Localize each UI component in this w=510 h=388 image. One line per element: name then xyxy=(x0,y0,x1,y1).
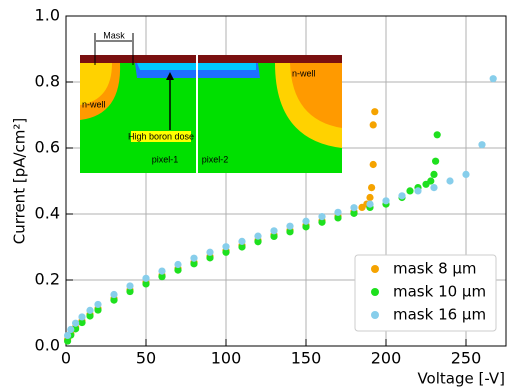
point xyxy=(369,121,377,129)
point xyxy=(318,218,326,226)
y-tick-label: 0.8 xyxy=(35,72,60,91)
y-tick-label: 1.0 xyxy=(35,6,60,25)
inset-nwell-core xyxy=(80,63,112,105)
point xyxy=(478,141,486,149)
legend-box xyxy=(354,254,497,332)
y-axis-label: Current [pA/cm²] xyxy=(11,118,29,245)
y-tick-label: 0.6 xyxy=(35,138,60,157)
point xyxy=(270,232,278,241)
point xyxy=(446,177,454,185)
inset-label: pixel-1 xyxy=(152,154,179,164)
x-tick-label: 200 xyxy=(371,349,402,368)
point xyxy=(206,254,214,262)
inset-oxide xyxy=(80,55,342,63)
legend-label: mask 10 μm xyxy=(393,283,486,301)
point xyxy=(369,160,377,169)
point xyxy=(366,200,374,208)
point xyxy=(126,287,134,296)
point xyxy=(302,223,310,231)
y-tick-label: 0.2 xyxy=(35,270,60,289)
point xyxy=(406,187,414,195)
point xyxy=(222,248,230,256)
inset-label: n-well xyxy=(292,68,316,78)
point xyxy=(430,184,438,192)
point xyxy=(86,312,94,320)
point xyxy=(414,187,422,195)
point xyxy=(270,227,278,235)
x-tick-label: 0 xyxy=(61,349,71,368)
point xyxy=(334,208,342,216)
point xyxy=(382,197,390,205)
x-tick-label: 50 xyxy=(136,349,156,368)
point xyxy=(126,282,134,290)
point xyxy=(64,337,72,345)
point xyxy=(254,238,262,246)
point xyxy=(190,260,198,268)
point xyxy=(238,237,246,245)
inset-arrowhead xyxy=(166,72,174,80)
point xyxy=(110,290,118,299)
inset-label: High boron dose xyxy=(128,131,194,141)
point xyxy=(190,254,198,262)
legend-marker xyxy=(371,288,379,296)
point xyxy=(433,131,441,139)
point xyxy=(318,213,326,221)
x-tick-label: 150 xyxy=(291,349,322,368)
inset-label: pixel-2 xyxy=(202,154,229,164)
inset-image: Mask n-well n-well High boron dose pixel… xyxy=(80,30,342,173)
y-tick-label: 0.4 xyxy=(35,204,60,223)
legend-label: mask 8 μm xyxy=(393,260,477,278)
point xyxy=(350,204,358,212)
x-tick-label: 100 xyxy=(211,349,242,368)
point xyxy=(158,267,166,275)
point xyxy=(302,217,310,225)
plot-frame xyxy=(65,15,507,347)
inset-nwell-core xyxy=(290,63,342,128)
inset-label-bg xyxy=(131,131,191,142)
point xyxy=(67,325,75,334)
x-tick-label: 250 xyxy=(451,349,482,368)
point xyxy=(286,228,294,236)
point xyxy=(72,319,80,327)
point xyxy=(254,232,262,240)
point xyxy=(427,177,435,185)
point xyxy=(286,222,294,230)
legend-label: mask 16 μm xyxy=(393,306,486,324)
point xyxy=(110,296,118,304)
point xyxy=(174,266,182,274)
point xyxy=(462,170,470,178)
point xyxy=(432,157,440,165)
point xyxy=(174,260,182,269)
point xyxy=(142,274,150,282)
point xyxy=(489,75,497,83)
legend-marker xyxy=(371,265,379,273)
point xyxy=(398,192,406,200)
point xyxy=(206,248,214,256)
point xyxy=(64,331,72,340)
point xyxy=(142,280,150,288)
point xyxy=(238,243,246,251)
point xyxy=(366,193,374,202)
point xyxy=(158,273,166,281)
point xyxy=(334,214,342,222)
point xyxy=(371,108,379,116)
point xyxy=(94,306,102,314)
point xyxy=(94,300,102,309)
point xyxy=(350,209,358,217)
point xyxy=(78,318,86,327)
legend-marker xyxy=(371,311,379,319)
point xyxy=(86,306,94,314)
inset-label: Mask xyxy=(103,30,125,40)
point xyxy=(368,184,376,192)
point xyxy=(222,243,230,251)
x-axis-label: Voltage [-V] xyxy=(417,370,505,388)
point xyxy=(78,313,86,321)
y-tick-label: 0.0 xyxy=(35,336,60,355)
point xyxy=(430,170,438,178)
inset-label: n-well xyxy=(82,99,106,109)
